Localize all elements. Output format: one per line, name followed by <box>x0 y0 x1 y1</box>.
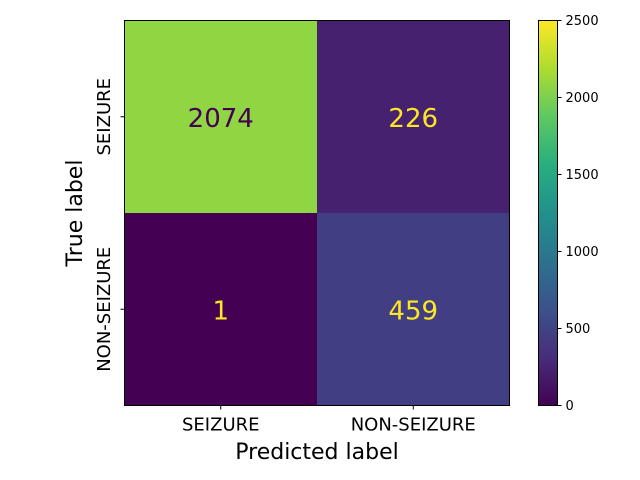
colorbar-tick-label: 1500 <box>566 168 599 183</box>
y-axis: SEIZURE NON-SEIZURE <box>94 78 125 372</box>
heatmap-frame <box>124 20 510 406</box>
cell-value-label: 226 <box>388 104 438 134</box>
heatmap-cell <box>124 213 317 406</box>
heatmap-cells: 2074 226 1 459 <box>124 20 510 406</box>
heatmap-cell <box>317 20 510 213</box>
colorbar-gradient <box>538 20 558 406</box>
cell-value-label: 459 <box>388 296 438 326</box>
x-tick-label: SEIZURE <box>182 415 260 436</box>
x-tick-label: NON-SEIZURE <box>351 415 476 436</box>
colorbar-tick-label: 0 <box>566 399 574 414</box>
cell-value-label: 2074 <box>188 104 254 134</box>
colorbar: 0 500 1000 1500 2000 2500 <box>538 14 599 414</box>
cell-value-label: 1 <box>212 296 229 326</box>
heatmap-cell <box>317 213 510 406</box>
colorbar-tick-label: 1000 <box>566 245 599 260</box>
x-axis: SEIZURE NON-SEIZURE <box>182 405 476 436</box>
y-axis-label: True label <box>63 160 88 268</box>
y-tick-label: NON-SEIZURE <box>94 247 115 372</box>
heatmap-cell <box>124 20 317 213</box>
colorbar-tick-label: 2500 <box>566 14 599 29</box>
colorbar-tick-label: 2000 <box>566 91 599 106</box>
colorbar-tick-label: 500 <box>566 322 591 337</box>
x-axis-label: Predicted label <box>235 440 398 465</box>
y-tick-label: SEIZURE <box>94 78 115 156</box>
